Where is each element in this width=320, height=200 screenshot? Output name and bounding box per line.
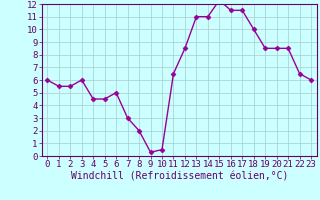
X-axis label: Windchill (Refroidissement éolien,°C): Windchill (Refroidissement éolien,°C) <box>70 172 288 182</box>
